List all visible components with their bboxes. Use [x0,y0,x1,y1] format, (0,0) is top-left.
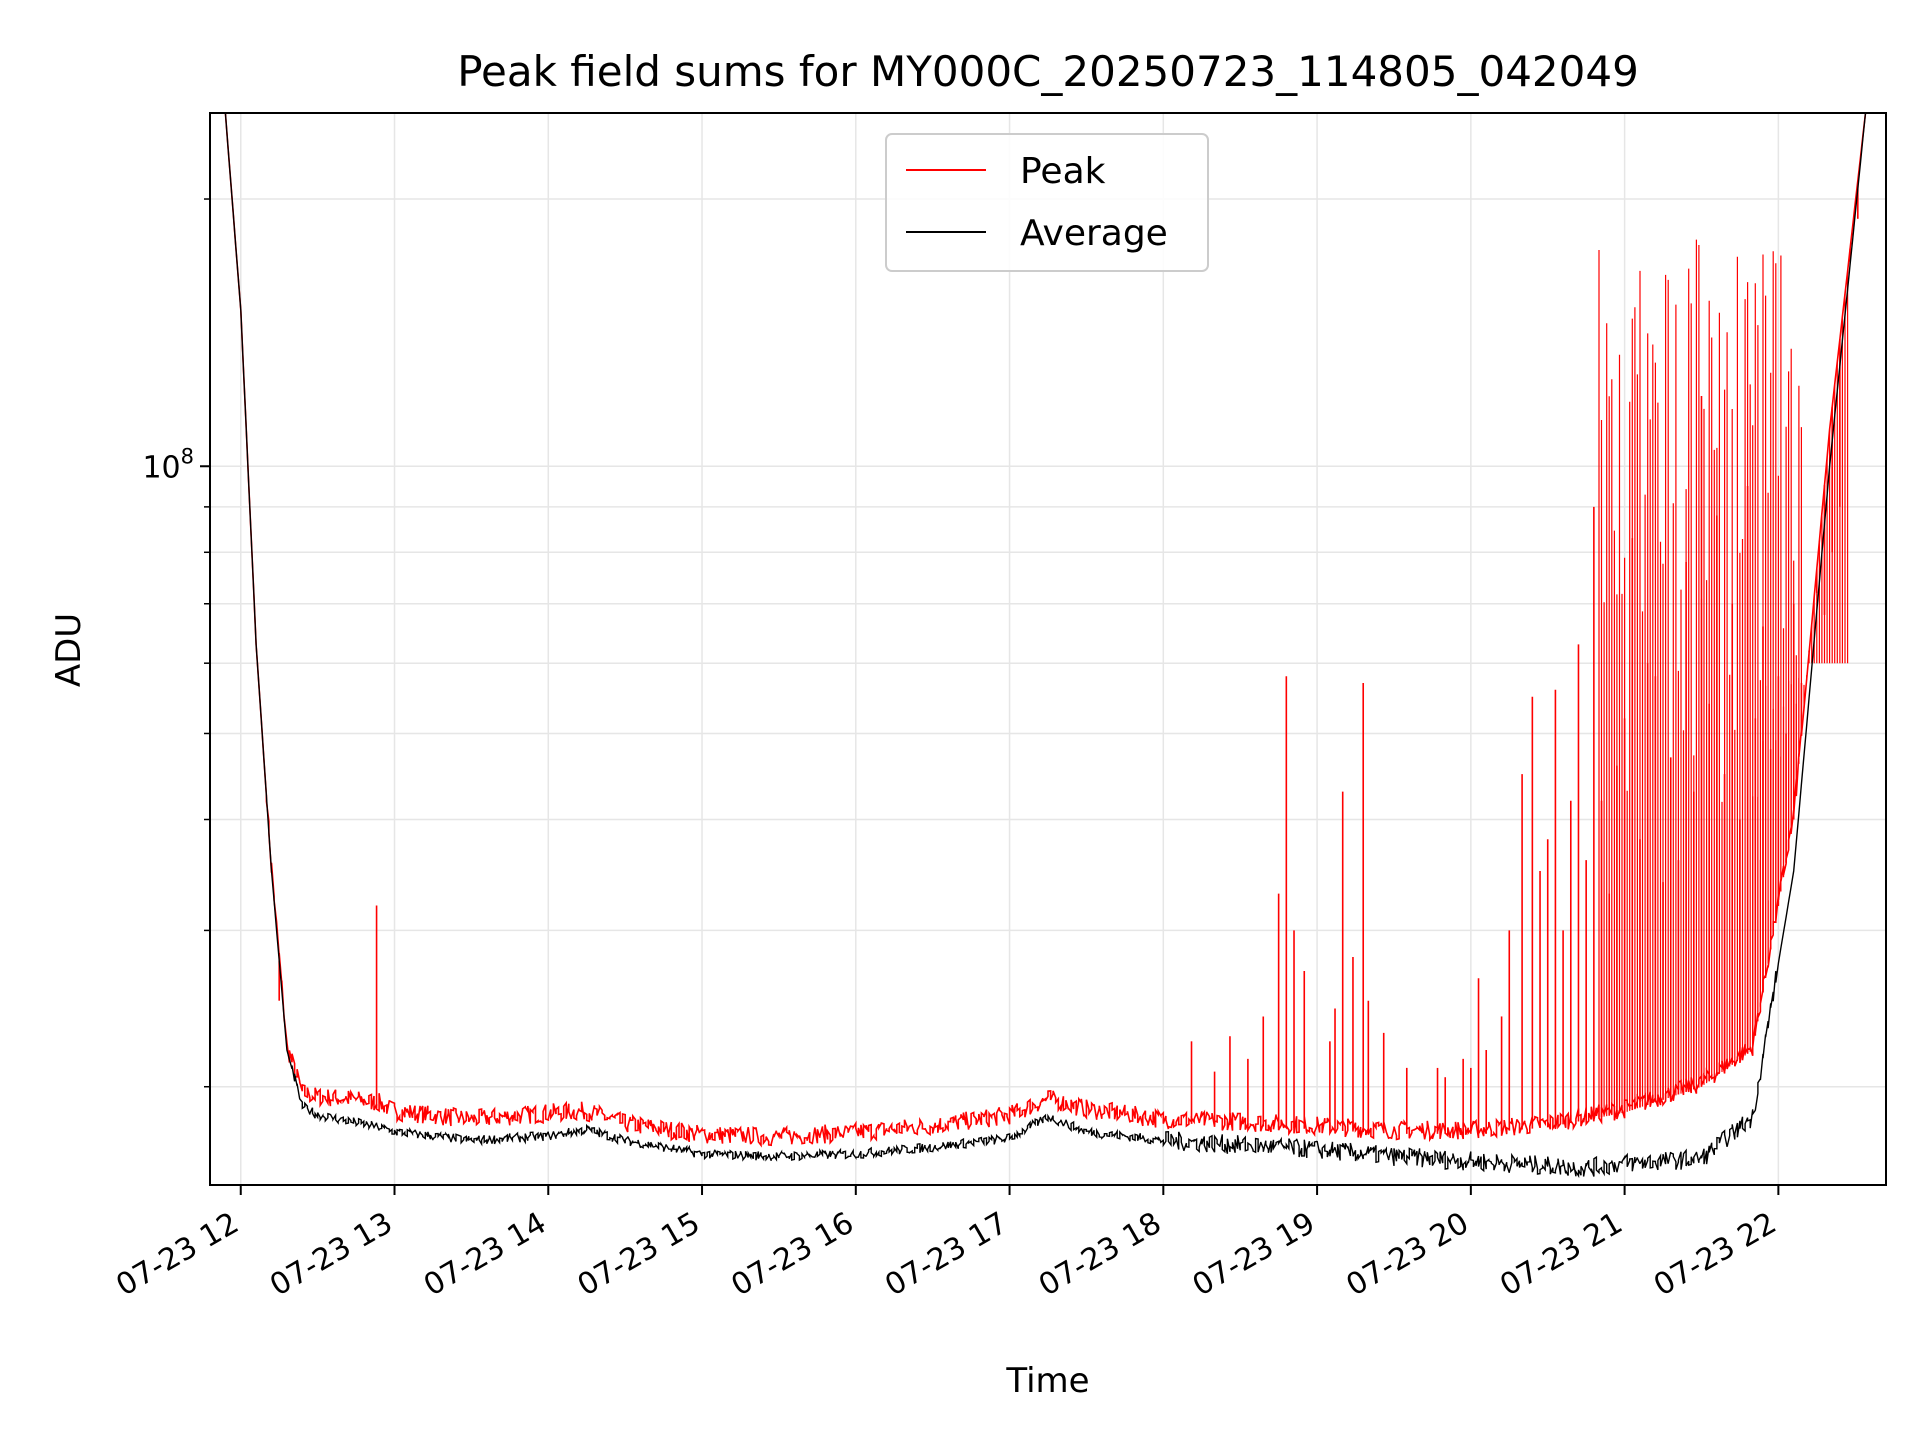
x-tick-label: 07-23 20 [1341,1206,1475,1304]
x-tick-label: 07-23 14 [418,1206,552,1304]
x-tick-label: 07-23 19 [1187,1206,1321,1304]
x-axis-label: Time [1005,1361,1089,1401]
x-tick-label: 07-23 13 [264,1206,398,1304]
x-axis: 07-23 12 07-23 13 07-23 14 07-23 15 07-23 16… [110,1185,1782,1303]
chart-title: Peak field sums for MY000C_20250723_1148… [457,47,1639,96]
x-tick-label: 07-23 15 [572,1206,706,1304]
x-tick-label: 07-23 21 [1494,1206,1628,1304]
series-peak-line [224,113,1867,1148]
legend: Peak Average [885,133,1209,272]
x-tick-label: 07-23 12 [110,1206,244,1304]
y-axis: 108 [142,198,210,1088]
legend-label-average: Average [1020,213,1168,254]
x-tick-label: 07-23 22 [1648,1206,1782,1304]
y-tick-label: 108 [142,444,194,485]
y-axis-label: ADU [49,613,89,687]
series-average-line [224,113,1867,1179]
legend-label-peak: Peak [1020,151,1106,192]
series-layer [224,113,1867,1179]
series-peak-dense-spikes [1598,239,1802,1118]
plot-frame [209,112,1887,1186]
x-tick-label: 07-23 17 [879,1206,1013,1304]
x-tick-label: 07-23 16 [725,1206,859,1304]
series-peak-dense-spikes [1752,271,1849,1050]
legend-box [885,133,1209,272]
x-tick-label: 07-23 18 [1033,1206,1167,1304]
